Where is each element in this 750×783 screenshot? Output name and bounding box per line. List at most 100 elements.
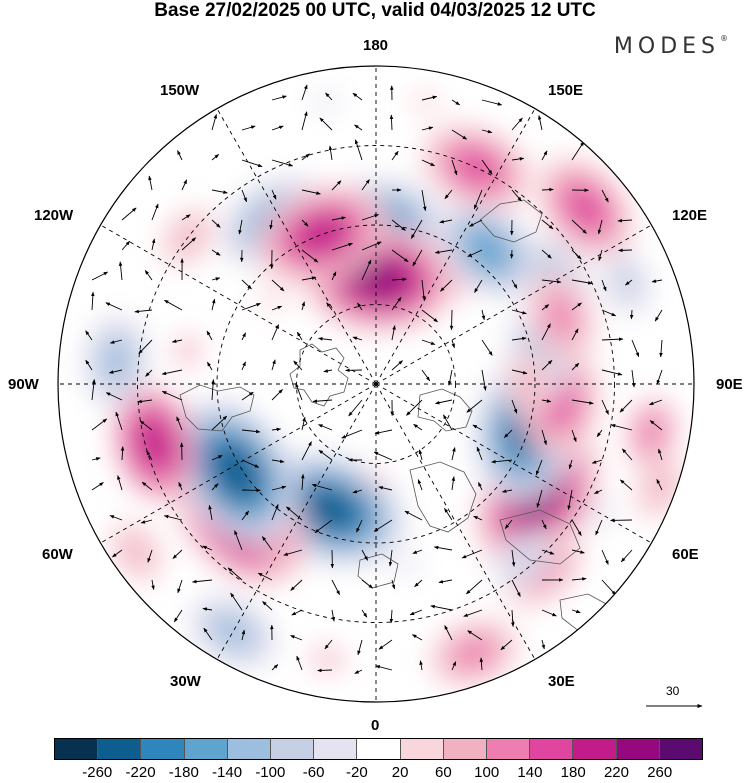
wind-arrow	[137, 399, 153, 404]
wind-arrow	[151, 203, 159, 221]
brand-text: MODES	[613, 34, 720, 59]
meridians	[58, 66, 694, 702]
anomaly-cell	[362, 470, 390, 489]
wind-arrow	[601, 549, 609, 565]
wind-arrow	[421, 279, 426, 301]
wind-arrow	[434, 249, 453, 254]
lon-label-right: 90E	[716, 376, 743, 393]
lon-label-150w: 150W	[160, 82, 200, 99]
wind-arrow	[238, 219, 243, 235]
anomaly-cell	[312, 92, 341, 113]
wind-arrow	[317, 668, 333, 673]
brand-mark: ®	[720, 34, 728, 43]
wind-arrow	[173, 609, 183, 623]
wind-arrow	[571, 328, 579, 341]
wind-arrow	[465, 579, 483, 595]
colorbar	[54, 738, 703, 760]
wind-arrow	[373, 451, 393, 461]
wind-arrow	[148, 175, 153, 191]
wind-arrow	[511, 189, 522, 202]
colorbar-bin	[530, 739, 574, 759]
colorbar-tick-label: 60	[435, 764, 452, 781]
wind-arrow	[120, 446, 125, 461]
wind-arrow	[541, 359, 553, 371]
wind-arrow	[283, 549, 303, 556]
wind-arrow	[651, 279, 663, 283]
meridian-line	[100, 224, 377, 385]
wind-arrow	[391, 360, 403, 371]
anomaly-cell	[261, 284, 287, 312]
wind-arrow	[571, 577, 587, 581]
wind-arrow	[271, 125, 284, 131]
wind-arrow	[511, 549, 516, 567]
wind-vectors	[85, 84, 663, 674]
wind-arrow	[301, 276, 317, 281]
wind-arrow	[241, 125, 256, 131]
colorbar-bin	[227, 739, 272, 759]
wind-arrow	[413, 423, 423, 431]
wind-arrow	[541, 323, 551, 341]
wind-arrow	[177, 579, 183, 594]
wind-arrow	[504, 519, 513, 529]
wind-arrow	[331, 271, 337, 281]
wind-arrow	[230, 592, 243, 611]
wind-arrow	[177, 150, 183, 161]
wind-arrow	[591, 459, 603, 464]
wind-arrow	[138, 339, 153, 355]
wind-arrow	[241, 510, 250, 521]
wind-arrow	[617, 218, 633, 223]
wind-arrow	[354, 124, 363, 131]
wind-arrow	[202, 545, 213, 551]
anomaly-cell	[121, 535, 151, 569]
wind-arrow	[323, 369, 333, 373]
wind-arrow	[178, 481, 183, 491]
wind-arrow	[421, 95, 438, 101]
wind-arrow	[211, 379, 215, 401]
wind-arrow	[331, 180, 342, 191]
wind-arrow	[271, 427, 282, 432]
wind-arrow	[571, 279, 593, 285]
wind-arrow	[417, 479, 423, 491]
wind-arrow	[241, 332, 247, 341]
colorbar-bin	[141, 739, 185, 759]
wind-arrow	[262, 601, 273, 611]
wind-arrow	[571, 302, 582, 311]
wind-arrow	[418, 449, 423, 461]
wind-arrow	[430, 604, 453, 611]
wind-arrow	[361, 259, 372, 281]
wind-arrow	[161, 369, 183, 376]
wind-arrow	[481, 309, 486, 321]
colorbar-tick-label: -220	[125, 764, 156, 781]
wind-arrow	[301, 301, 305, 311]
colorbar-bin	[573, 739, 617, 759]
colorbar-tick-label: -260	[82, 764, 113, 781]
wind-arrow	[312, 399, 333, 403]
wind-arrow	[511, 399, 518, 414]
wind-arrow	[541, 150, 548, 161]
wind-arrow	[318, 449, 333, 461]
wind-arrow	[140, 519, 153, 524]
wind-arrow	[357, 639, 363, 656]
wind-arrow	[147, 549, 153, 563]
wind-arrow	[503, 429, 513, 438]
wind-arrow	[444, 625, 453, 641]
wind-arrow	[571, 519, 582, 536]
wind-arrow	[601, 337, 624, 341]
anomaly-cell	[301, 487, 360, 532]
wind-arrow	[271, 503, 279, 521]
wind-arrow	[172, 549, 183, 559]
wind-arrow	[596, 429, 603, 438]
wind-arrow	[511, 117, 523, 131]
wind-arrow	[375, 665, 393, 671]
wind-arrow	[208, 504, 213, 521]
wind-arrow	[319, 117, 333, 131]
wind-arrow	[161, 390, 183, 401]
wind-arrow	[448, 369, 453, 386]
colorbar-tick-label: 100	[474, 764, 500, 781]
wind-arrow	[176, 416, 183, 431]
colorbar-tick-label: -20	[346, 764, 368, 781]
wind-arrow	[433, 545, 453, 551]
reference-vector-label: 30	[666, 684, 680, 698]
colorbar-bin	[314, 739, 358, 759]
wind-arrow	[541, 549, 555, 555]
